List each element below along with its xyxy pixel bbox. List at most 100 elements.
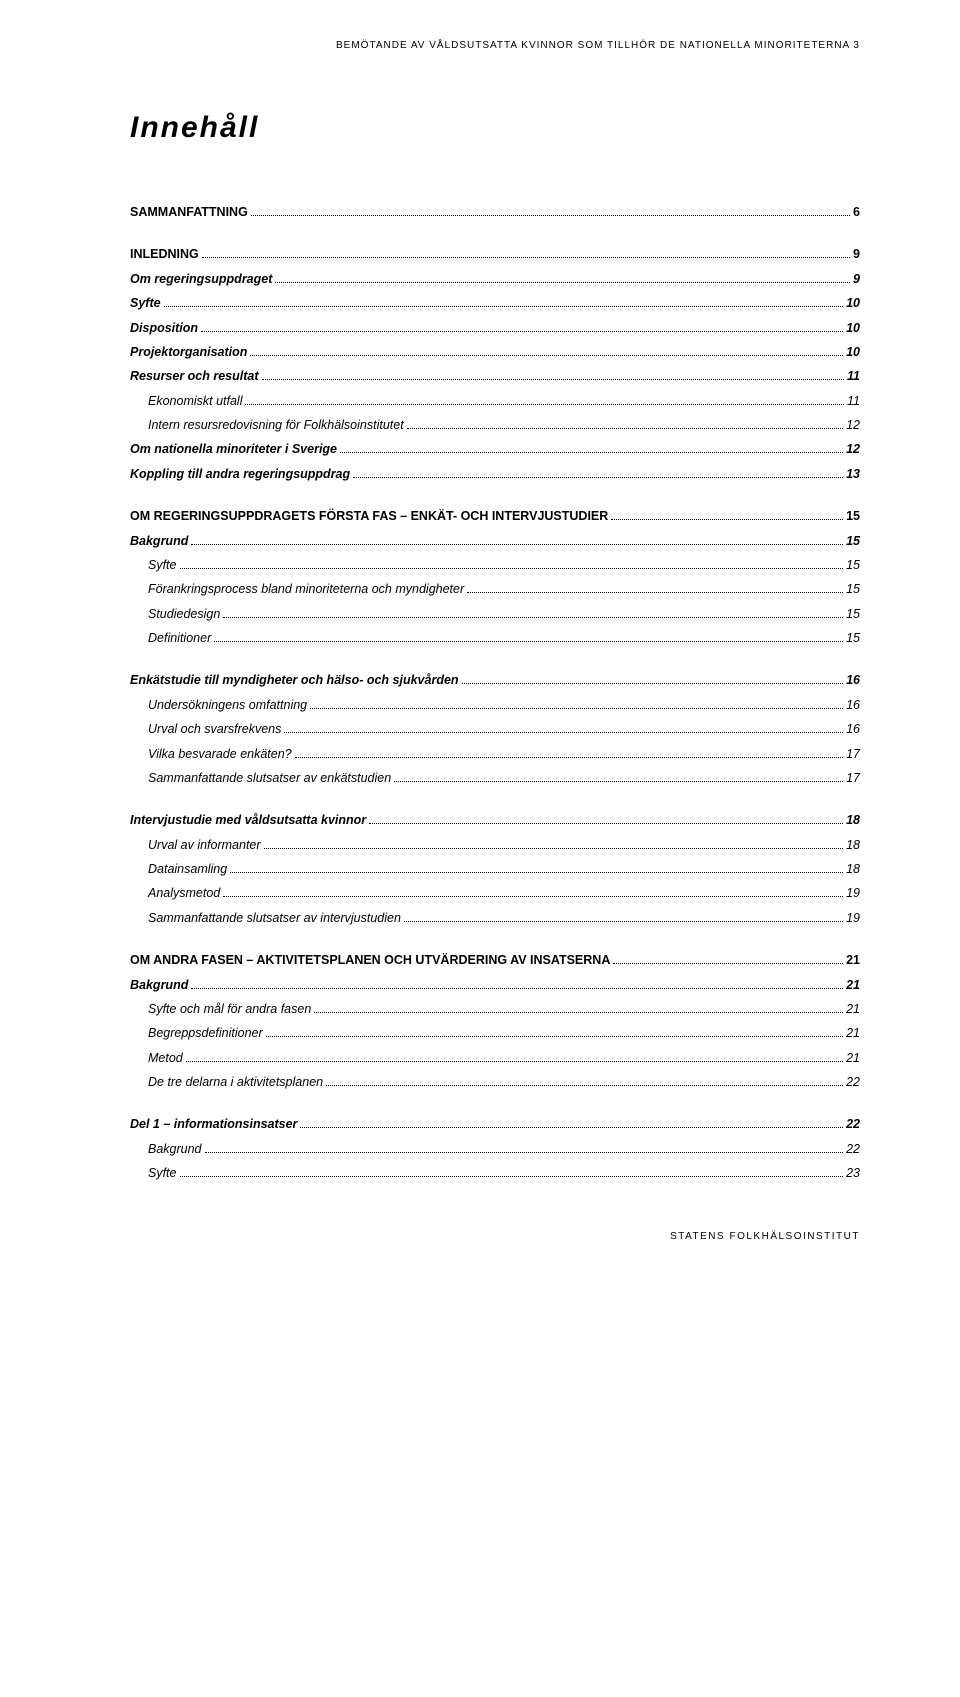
toc-entry: OM ANDRA FASEN – AKTIVITETSPLANEN OCH UT… bbox=[130, 948, 860, 972]
toc-page-number: 22 bbox=[846, 1112, 860, 1136]
toc-label: Analysmetod bbox=[148, 881, 220, 905]
toc-page-number: 6 bbox=[853, 200, 860, 224]
toc-page-number: 21 bbox=[846, 948, 860, 972]
toc-entry: De tre delarna i aktivitetsplanen 22 bbox=[130, 1070, 860, 1094]
toc-entry: Ekonomiskt utfall 11 bbox=[130, 389, 860, 413]
toc-entry: Om nationella minoriteter i Sverige12 bbox=[130, 437, 860, 461]
toc-label: Syfte och mål för andra fasen bbox=[148, 997, 311, 1021]
toc-leader-dots bbox=[262, 379, 844, 380]
toc-entry: Studiedesign 15 bbox=[130, 602, 860, 626]
toc-entry: Bakgrund21 bbox=[130, 973, 860, 997]
toc-label: Bakgrund bbox=[130, 529, 188, 553]
toc-leader-dots bbox=[284, 732, 843, 733]
toc-leader-dots bbox=[164, 306, 844, 307]
toc-entry: OM REGERINGSUPPDRAGETS FÖRSTA FAS – ENKÄ… bbox=[130, 504, 860, 528]
toc-label: Undersökningens omfattning bbox=[148, 693, 307, 717]
toc-leader-dots bbox=[300, 1127, 843, 1128]
toc-label: Sammanfattande slutsatser av intervjustu… bbox=[148, 906, 401, 930]
toc-leader-dots bbox=[295, 757, 843, 758]
toc-label: Koppling till andra regeringsuppdrag bbox=[130, 462, 350, 486]
toc-page-number: 21 bbox=[846, 1046, 860, 1070]
toc-label: Studiedesign bbox=[148, 602, 220, 626]
toc-label: Förankringsprocess bland minoriteterna o… bbox=[148, 577, 464, 601]
toc-page-number: 21 bbox=[846, 973, 860, 997]
toc-leader-dots bbox=[201, 331, 843, 332]
toc-leader-dots bbox=[340, 452, 843, 453]
table-of-contents: SAMMANFATTNING 6 INLEDNING 9 Om regeringsupp… bbox=[130, 200, 860, 1186]
toc-entry: Metod21 bbox=[130, 1046, 860, 1070]
toc-page-number: 17 bbox=[846, 742, 860, 766]
toc-page-number: 18 bbox=[846, 833, 860, 857]
toc-page-number: 15 bbox=[846, 626, 860, 650]
toc-leader-dots bbox=[186, 1061, 843, 1062]
toc-entry: Datainsamling18 bbox=[130, 857, 860, 881]
toc-leader-dots bbox=[611, 519, 843, 520]
toc-leader-dots bbox=[223, 896, 843, 897]
toc-entry: Intervjustudie med våldsutsatta kvinnor1… bbox=[130, 808, 860, 832]
toc-page-number: 15 bbox=[846, 553, 860, 577]
toc-leader-dots bbox=[245, 404, 844, 405]
toc-leader-dots bbox=[353, 477, 843, 478]
toc-page-number: 19 bbox=[846, 881, 860, 905]
toc-entry: Definitioner15 bbox=[130, 626, 860, 650]
toc-label: OM ANDRA FASEN – AKTIVITETSPLANEN OCH UT… bbox=[130, 948, 610, 972]
toc-entry: Projektorganisation10 bbox=[130, 340, 860, 364]
toc-page-number: 16 bbox=[846, 717, 860, 741]
toc-leader-dots bbox=[180, 1176, 844, 1177]
toc-label: Sammanfattande slutsatser av enkätstudie… bbox=[148, 766, 391, 790]
toc-leader-dots bbox=[275, 282, 850, 283]
toc-label: Vilka besvarade enkäten? bbox=[148, 742, 292, 766]
toc-label: Om regeringsuppdraget bbox=[130, 267, 272, 291]
toc-label: Del 1 – informationsinsatser bbox=[130, 1112, 297, 1136]
toc-page-number: 18 bbox=[846, 857, 860, 881]
toc-page-number: 9 bbox=[853, 267, 860, 291]
toc-label: Syfte bbox=[130, 291, 161, 315]
toc-label: INLEDNING bbox=[130, 242, 199, 266]
toc-entry: Analysmetod 19 bbox=[130, 881, 860, 905]
toc-label: Bakgrund bbox=[148, 1137, 202, 1161]
toc-leader-dots bbox=[394, 781, 843, 782]
toc-page-number: 16 bbox=[846, 668, 860, 692]
toc-page-number: 15 bbox=[846, 577, 860, 601]
toc-page-number: 17 bbox=[846, 766, 860, 790]
toc-page-number: 10 bbox=[846, 316, 860, 340]
toc-leader-dots bbox=[205, 1152, 844, 1153]
toc-page-number: 15 bbox=[846, 602, 860, 626]
toc-leader-dots bbox=[266, 1036, 843, 1037]
toc-entry: Syfte15 bbox=[130, 553, 860, 577]
toc-label: SAMMANFATTNING bbox=[130, 200, 248, 224]
toc-leader-dots bbox=[314, 1012, 843, 1013]
toc-label: Begreppsdefinitioner bbox=[148, 1021, 263, 1045]
toc-page-number: 11 bbox=[847, 389, 860, 413]
toc-entry: Urval av informanter 18 bbox=[130, 833, 860, 857]
toc-page-number: 21 bbox=[846, 997, 860, 1021]
toc-leader-dots bbox=[369, 823, 843, 824]
toc-entry: Förankringsprocess bland minoriteterna o… bbox=[130, 577, 860, 601]
toc-entry: Sammanfattande slutsatser av intervjustu… bbox=[130, 906, 860, 930]
toc-entry: Syfte och mål för andra fasen 21 bbox=[130, 997, 860, 1021]
toc-leader-dots bbox=[613, 963, 843, 964]
toc-entry: Bakgrund15 bbox=[130, 529, 860, 553]
toc-entry: Syfte10 bbox=[130, 291, 860, 315]
toc-page-number: 21 bbox=[846, 1021, 860, 1045]
toc-entry: Sammanfattande slutsatser av enkätstudie… bbox=[130, 766, 860, 790]
toc-leader-dots bbox=[191, 544, 843, 545]
toc-entry: Intern resursredovisning för Folkhälsoin… bbox=[130, 413, 860, 437]
toc-page-number: 15 bbox=[846, 504, 860, 528]
toc-label: De tre delarna i aktivitetsplanen bbox=[148, 1070, 323, 1094]
page-title: Innehåll bbox=[130, 111, 860, 145]
toc-leader-dots bbox=[202, 257, 850, 258]
toc-leader-dots bbox=[407, 428, 843, 429]
toc-label: Urval av informanter bbox=[148, 833, 261, 857]
toc-leader-dots bbox=[462, 683, 844, 684]
toc-label: Urval och svarsfrekvens bbox=[148, 717, 281, 741]
toc-page-number: 19 bbox=[846, 906, 860, 930]
toc-leader-dots bbox=[230, 872, 843, 873]
toc-leader-dots bbox=[223, 617, 843, 618]
page-header: BEMÖTANDE AV VÅLDSUTSATTA KVINNOR SOM TI… bbox=[130, 40, 860, 51]
toc-page-number: 22 bbox=[846, 1070, 860, 1094]
toc-entry: Undersökningens omfattning16 bbox=[130, 693, 860, 717]
toc-label: Ekonomiskt utfall bbox=[148, 389, 242, 413]
toc-page-number: 18 bbox=[846, 808, 860, 832]
toc-leader-dots bbox=[214, 641, 843, 642]
